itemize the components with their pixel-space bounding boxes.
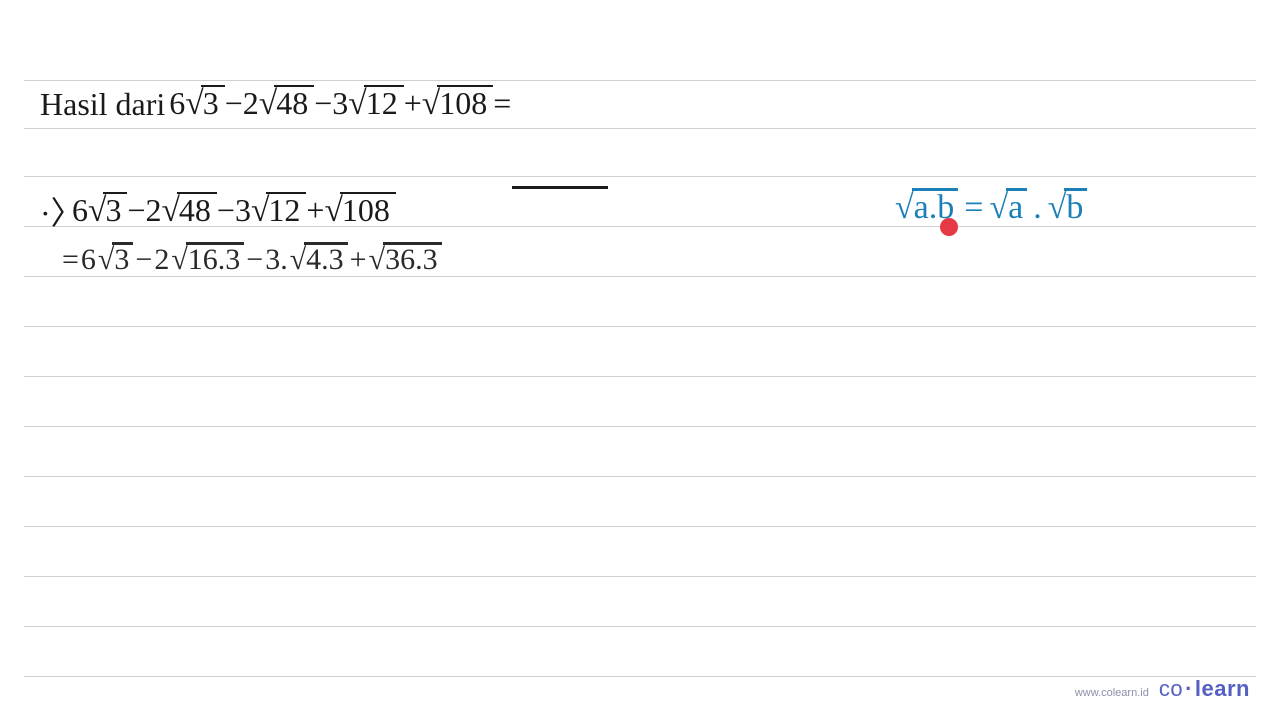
bullet-arrow: ·〉: [40, 188, 68, 234]
ruled-line: [24, 326, 1256, 327]
footer-brand: co·learn: [1159, 676, 1250, 702]
ruled-line: [24, 80, 1256, 81]
step1-expression: 6 √3 − 2 √48 − 3 √12 + √108: [72, 192, 396, 230]
problem-expression: 6 √3 − 2 √48 − 3 √12 + √108 =: [169, 85, 511, 123]
ruled-line: [24, 576, 1256, 577]
footer-url: www.colearn.id: [1075, 687, 1149, 699]
ruled-line: [24, 176, 1256, 177]
ruled-line: [24, 526, 1256, 527]
ruled-line: [24, 426, 1256, 427]
problem-statement: Hasil dari 6 √3 − 2 √48 − 3 √12 + √108 =: [40, 85, 511, 123]
page-container: Hasil dari 6 √3 − 2 √48 − 3 √12 + √108 =…: [0, 0, 1280, 720]
ruled-line: [24, 476, 1256, 477]
solution-step-1: ·〉 6 √3 − 2 √48 − 3 √12 + √108: [40, 188, 396, 234]
ruled-line: [24, 376, 1256, 377]
ruled-line: [24, 626, 1256, 627]
pointer-dot-icon: [940, 218, 958, 236]
ruled-line: [24, 128, 1256, 129]
solution-step-2: = 6 √3 − 2 √16.3 − 3. √4.3 + √36.3: [62, 242, 442, 277]
formula-annotation: √a.b = √a . √b: [895, 188, 1087, 227]
ruled-line: [24, 676, 1256, 677]
problem-prefix: Hasil dari: [40, 86, 165, 123]
footer: www.colearn.id co·learn: [1075, 676, 1250, 702]
annotation-overline: [512, 186, 608, 189]
